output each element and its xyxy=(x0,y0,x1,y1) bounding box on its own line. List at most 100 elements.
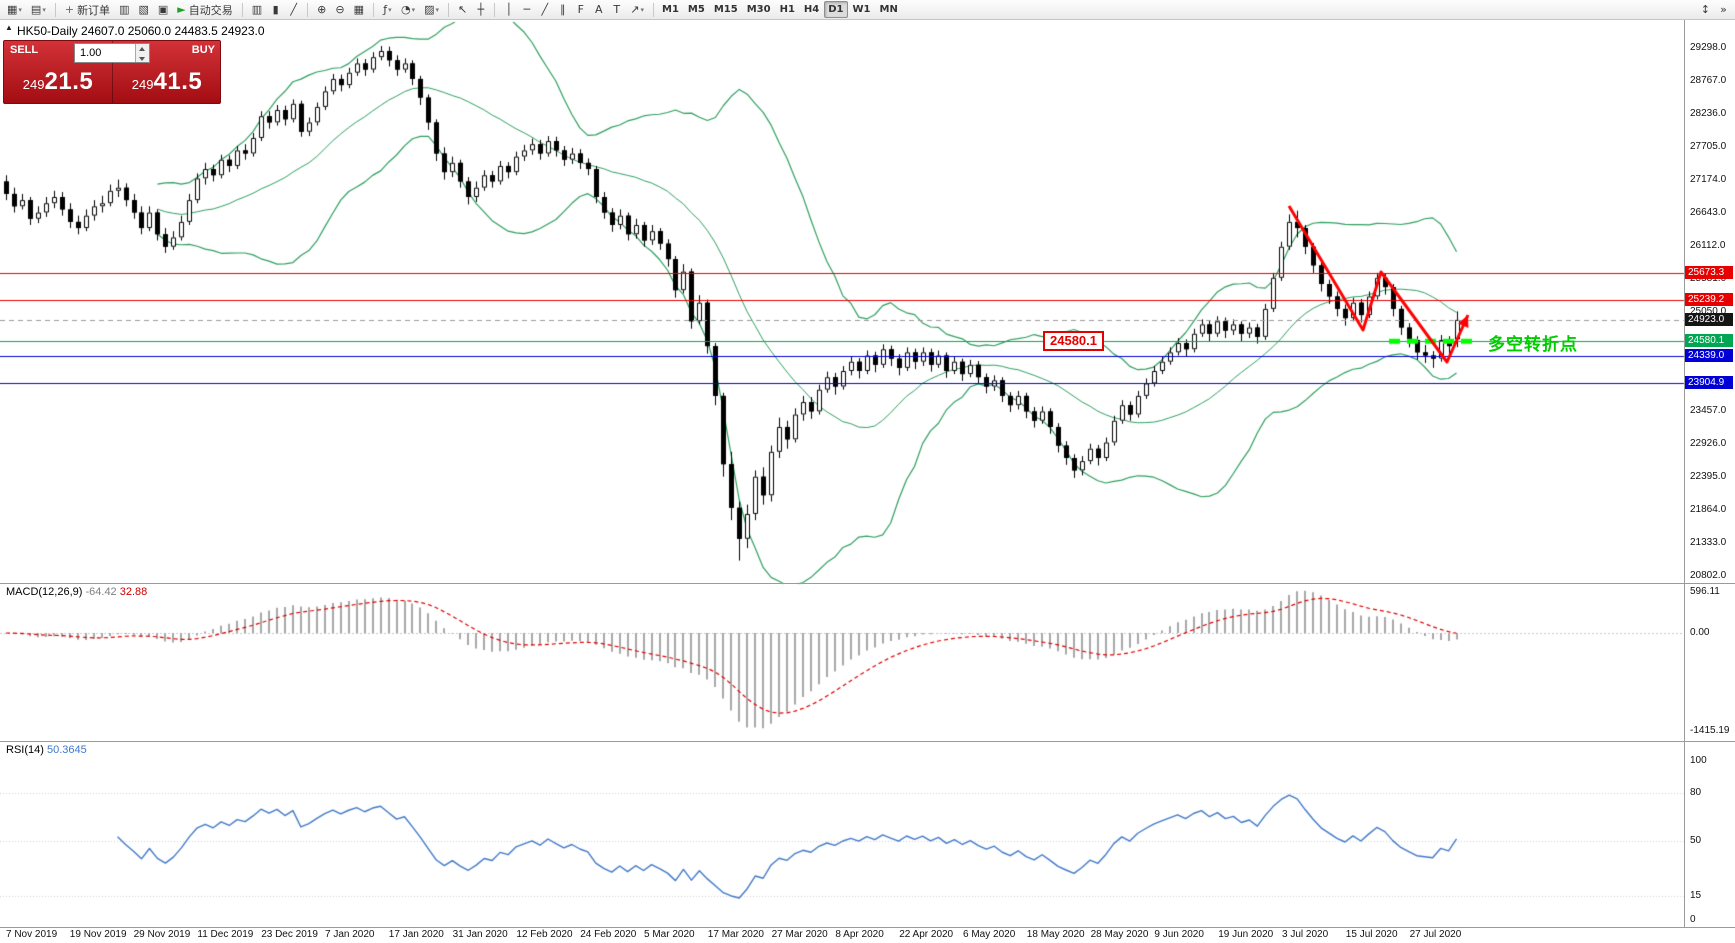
fibonacci-icon[interactable]: F xyxy=(572,1,589,18)
volume-up-icon[interactable] xyxy=(136,44,149,53)
vertical-line-icon[interactable]: │ xyxy=(500,1,517,18)
terminal-icon[interactable]: ▣ xyxy=(154,1,172,18)
date-tick: 17 Mar 2020 xyxy=(707,929,764,940)
crosshair-icon[interactable]: ┼ xyxy=(472,1,489,18)
rsi-axis-tick: 15 xyxy=(1690,890,1702,902)
volume-down-icon[interactable] xyxy=(136,53,149,62)
price-tick: 22926.0 xyxy=(1690,437,1727,449)
toolbar-overflow-icon[interactable]: » xyxy=(1715,1,1732,18)
tile-windows-icon[interactable]: ▦ xyxy=(350,1,368,18)
sell-price: 24921.5 xyxy=(4,68,112,96)
price-tick: 27174.0 xyxy=(1690,173,1727,185)
scroll-icon[interactable]: ↕ xyxy=(1697,1,1714,18)
price-tick: 28236.0 xyxy=(1690,107,1727,119)
timeframe-h4[interactable]: H4 xyxy=(800,1,823,18)
toolbar-separator xyxy=(307,2,309,17)
dropdown-arrow-icon: ▾ xyxy=(42,5,46,14)
navigator-icon[interactable]: ▧ xyxy=(134,1,152,18)
trendline-icon[interactable]: ╱ xyxy=(536,1,553,18)
price-tick: 20802.0 xyxy=(1690,569,1727,581)
text-icon[interactable]: A xyxy=(590,1,607,18)
chart-ohlc-title: HK50-Daily 24607.0 25060.0 24483.5 24923… xyxy=(17,24,265,38)
date-tick: 27 Jul 2020 xyxy=(1409,929,1462,940)
trendline-icon-glyph: ╱ xyxy=(541,3,549,16)
timeframe-m30[interactable]: M30 xyxy=(743,1,775,18)
label-icon[interactable]: T xyxy=(608,1,625,18)
bar-chart-icon-glyph: ▥ xyxy=(251,3,263,16)
date-tick: 8 Apr 2020 xyxy=(835,929,884,940)
new-order-button[interactable]: + 新订单 xyxy=(61,1,114,18)
buy-price-suffix: .5 xyxy=(181,68,203,95)
scroll-icon-glyph: ↕ xyxy=(1700,3,1710,16)
price-badge: 23904.9 xyxy=(1685,376,1733,390)
cursor-icon[interactable]: ↖ xyxy=(454,1,471,18)
timeframe-w1[interactable]: W1 xyxy=(849,1,875,18)
timeframe-mn[interactable]: MN xyxy=(876,1,902,18)
fibonacci-icon-glyph: F xyxy=(577,3,584,16)
market-watch-icon[interactable]: ▥ xyxy=(115,1,133,18)
terminal-icon-glyph: ▣ xyxy=(157,3,169,16)
price-tick: 26643.0 xyxy=(1690,206,1727,218)
profiles-icon[interactable]: ▤ ▾ xyxy=(27,1,50,18)
pane-separator-macd-rsi[interactable] xyxy=(0,741,1735,742)
timeframe-m5[interactable]: M5 xyxy=(684,1,709,18)
periods-icon[interactable]: ◔ ▾ xyxy=(397,1,419,18)
zoom-out-icon[interactable]: ⊖ xyxy=(331,1,348,18)
auto-trading-button[interactable]: ► 自动交易 xyxy=(173,1,236,18)
date-tick: 24 Feb 2020 xyxy=(580,929,637,940)
new-chart-icon[interactable]: ▦ ▾ xyxy=(3,1,26,18)
new-chart-icon-glyph: ▦ xyxy=(7,3,18,16)
arrow-objects-icon[interactable]: ↗ ▾ xyxy=(626,1,648,18)
navigator-icon-glyph: ▧ xyxy=(138,3,149,16)
toolbar-separator xyxy=(241,2,243,17)
macd-axis-tick: 0.00 xyxy=(1690,627,1710,638)
date-tick: 15 Jul 2020 xyxy=(1345,929,1398,940)
indicators-icon[interactable]: ƒ ▾ xyxy=(379,1,396,18)
templates-icon[interactable]: ▨ ▾ xyxy=(420,1,443,18)
label-icon-glyph: T xyxy=(613,3,621,16)
timeframe-m1[interactable]: M1 xyxy=(658,1,683,18)
bar-chart-icon[interactable]: ▥ xyxy=(248,1,266,18)
cursor-icon-glyph: ↖ xyxy=(458,3,468,16)
timeframe-m15[interactable]: M15 xyxy=(710,1,742,18)
rsi-value: 50.3645 xyxy=(46,744,87,756)
line-chart-icon[interactable]: ╱ xyxy=(285,1,302,18)
toolbar-separator xyxy=(448,2,450,17)
candlestick-chart-icon[interactable]: ▮ xyxy=(267,1,284,18)
timeframe-d1[interactable]: D1 xyxy=(824,1,848,18)
date-tick: 11 Dec 2019 xyxy=(197,929,254,940)
horizontal-line-icon[interactable]: ─ xyxy=(518,1,535,18)
toolbar-separator xyxy=(54,2,56,17)
date-tick: 17 Jan 2020 xyxy=(388,929,444,940)
sell-button[interactable]: SELL 24921.5 xyxy=(4,41,112,103)
one-click-collapse-button[interactable]: ▲ xyxy=(5,23,13,32)
buy-price-big: 41 xyxy=(153,68,182,95)
dropdown-arrow-icon: ▾ xyxy=(640,5,644,14)
crosshair-icon-glyph: ┼ xyxy=(477,3,485,16)
toolbar-left-group: ▦ ▾ ▤ ▾ + 新订单 ▥ ▧ ▣ ► 自动交易 ▥ ▮ ╱ ⊕ ⊖ ▦ ƒ ▾ ◔ ▾ ▨ ▾ ↖ ┼ │ ─ ╱ ∥ F A T ↗ ▾ xyxy=(3,1,658,18)
dropdown-arrow-icon: ▾ xyxy=(435,5,440,14)
sell-price-prefix: 249 xyxy=(22,77,45,92)
price-tick: 28767.0 xyxy=(1690,74,1727,86)
timeframe-h1[interactable]: H1 xyxy=(776,1,799,18)
macd-value-main: -64.42 xyxy=(85,586,117,598)
price-tick: 23457.0 xyxy=(1690,404,1727,416)
pane-separator-main-macd[interactable] xyxy=(0,583,1735,584)
channel-icon[interactable]: ∥ xyxy=(554,1,571,18)
rsi-axis-tick: 80 xyxy=(1690,786,1702,798)
date-tick: 19 Nov 2019 xyxy=(69,929,127,940)
zoom-in-icon[interactable]: ⊕ xyxy=(313,1,330,18)
price-tick: 22395.0 xyxy=(1690,470,1727,482)
pane-separator-rsi-dates xyxy=(0,927,1735,928)
date-tick: 7 Jan 2020 xyxy=(325,929,375,940)
price-tick: 27705.0 xyxy=(1690,140,1727,152)
new-order-glyph: + xyxy=(64,3,75,16)
volume-input[interactable] xyxy=(75,47,135,59)
toolbar-separator xyxy=(373,2,374,17)
buy-button[interactable]: BUY 24941.5 xyxy=(112,41,220,103)
price-badge: 24339.0 xyxy=(1685,349,1733,363)
price-tick: 21864.0 xyxy=(1690,503,1727,515)
rsi-axis-tick: 0 xyxy=(1690,914,1696,925)
buy-label: BUY xyxy=(191,44,215,56)
